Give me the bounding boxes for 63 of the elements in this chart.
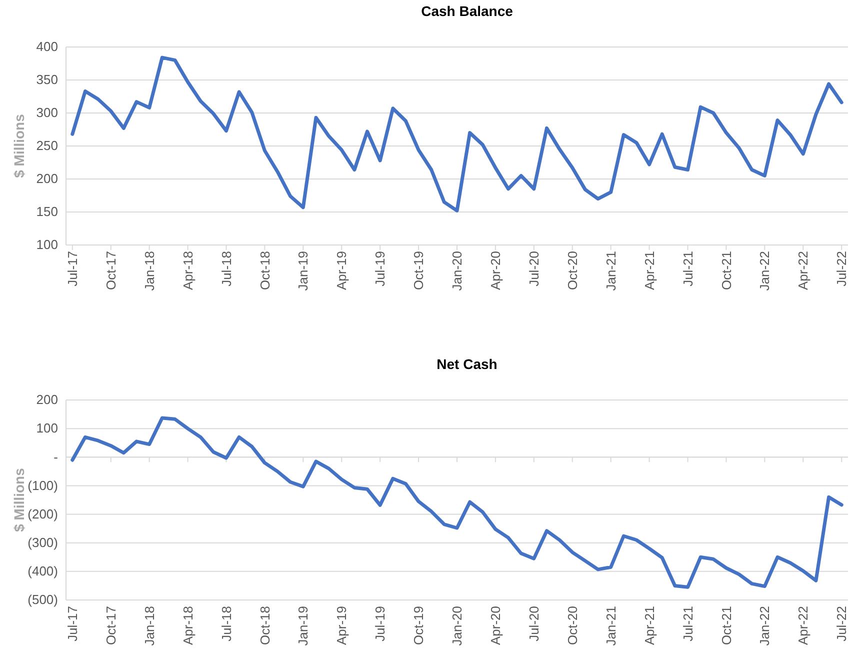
y-axis-title: $ Millions — [11, 468, 27, 532]
x-tick-label: Jul-22 — [834, 606, 850, 642]
x-tick-label: Jul-22 — [834, 251, 850, 286]
x-tick-label: Jul-17 — [64, 251, 80, 286]
x-tick-label: Apr-19 — [334, 606, 350, 646]
line-series — [70, 56, 844, 212]
x-tick-label: Jul-21 — [680, 606, 696, 642]
y-tick-label: 300 — [36, 105, 58, 120]
x-tick-label: Oct-20 — [564, 251, 580, 290]
y-tick-label: 100 — [36, 237, 58, 252]
y-tick-label: (400) — [28, 564, 58, 579]
x-tick-label: Oct-18 — [257, 606, 272, 646]
x-tick-label: Apr-19 — [334, 251, 350, 290]
x-tick-label: Jan-19 — [296, 251, 311, 291]
x-tick-label: Jul-20 — [526, 606, 542, 642]
x-tick-label: Jan-22 — [757, 251, 772, 291]
x-tick-label: Oct-17 — [103, 251, 118, 290]
x-tick-label: Jan-20 — [450, 606, 465, 646]
y-tick-label: (300) — [28, 535, 58, 550]
line-series — [70, 416, 844, 589]
y-tick-label: - — [54, 449, 58, 464]
x-tick-label: Jan-18 — [142, 606, 157, 646]
x-tick-label: Oct-21 — [718, 606, 734, 646]
y-tick-label: (500) — [28, 592, 58, 608]
x-tick-label: Apr-20 — [488, 606, 504, 646]
y-tick-label: 150 — [36, 204, 58, 220]
y-tick-label: (100) — [28, 478, 58, 493]
x-tick-label: Jan-22 — [757, 606, 772, 646]
x-tick-label: Jul-20 — [526, 251, 542, 286]
x-tick-label: Apr-18 — [180, 251, 196, 290]
x-tick-label: Oct-19 — [411, 606, 426, 646]
y-tick-label: 200 — [36, 392, 58, 408]
x-tick-label: Oct-18 — [257, 251, 272, 290]
x-tick-label: Apr-21 — [642, 251, 657, 290]
x-tick-label: Jul-17 — [64, 606, 80, 642]
x-tick-label: Jan-19 — [296, 606, 311, 646]
x-tick-label: Oct-21 — [718, 251, 734, 290]
y-axis-title: $ Millions — [11, 114, 27, 178]
x-tick-label: Oct-20 — [564, 606, 580, 646]
x-tick-label: Jul-18 — [218, 606, 234, 642]
x-tick-label: Jul-19 — [372, 606, 388, 642]
x-tick-label: Apr-21 — [642, 606, 657, 646]
x-tick-label: Jan-21 — [603, 251, 618, 291]
x-tick-label: Jan-20 — [450, 251, 465, 291]
chart-title: Cash Balance — [421, 3, 514, 19]
x-tick-label: Jan-18 — [142, 251, 157, 291]
y-tick-label: 350 — [36, 72, 58, 88]
x-tick-label: Jul-18 — [218, 251, 234, 286]
x-tick-label: Apr-20 — [488, 251, 504, 290]
x-tick-label: Jan-21 — [603, 606, 618, 646]
x-tick-label: Jul-19 — [372, 251, 388, 286]
y-tick-label: 400 — [36, 39, 58, 54]
chart-title: Net Cash — [436, 356, 498, 372]
x-tick-label: Oct-17 — [103, 606, 118, 646]
y-tick-label: (200) — [28, 506, 58, 522]
x-tick-label: Oct-19 — [411, 251, 426, 290]
x-tick-label: Apr-18 — [180, 606, 196, 646]
x-tick-label: Jul-21 — [680, 251, 696, 286]
y-tick-label: 100 — [36, 420, 58, 436]
x-tick-label: Apr-22 — [796, 606, 811, 646]
x-tick-label: Apr-22 — [796, 251, 811, 290]
y-tick-label: 200 — [36, 171, 58, 186]
y-tick-label: 250 — [36, 138, 58, 154]
